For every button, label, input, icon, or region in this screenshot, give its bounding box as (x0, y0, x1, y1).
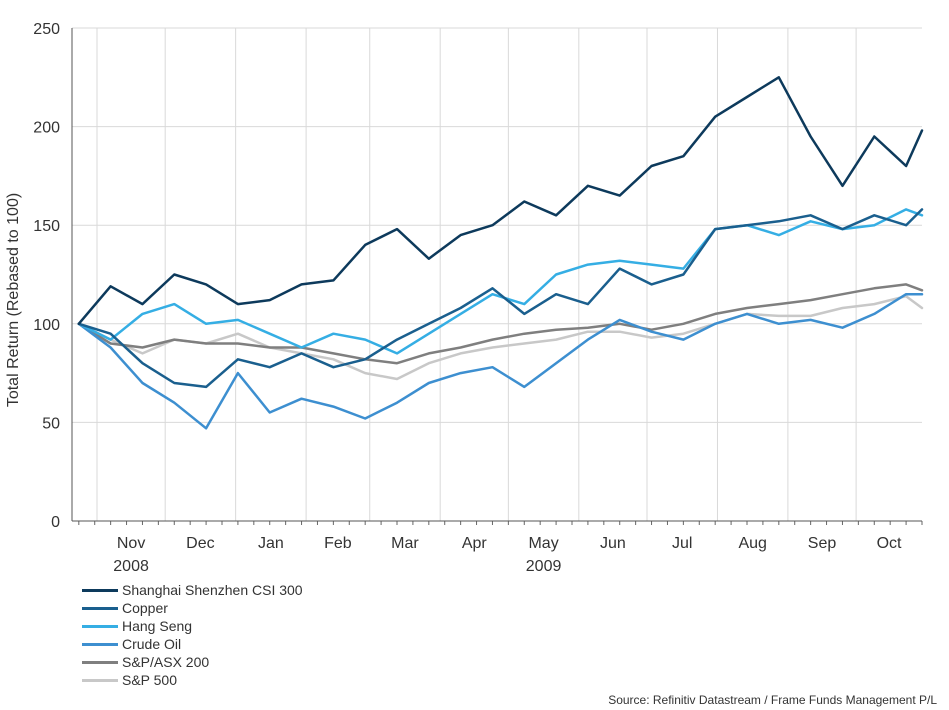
x-tick-label: Nov (117, 535, 145, 552)
legend-item: Copper (82, 599, 303, 617)
legend-swatch (82, 624, 118, 628)
x-tick-label: Jan (258, 535, 284, 552)
x-tick-label: Jun (600, 535, 626, 552)
y-tick-label: 150 (33, 218, 60, 235)
source-note: Source: Refinitiv Datastream / Frame Fun… (608, 693, 937, 707)
x-tick-label: Apr (462, 535, 488, 552)
year-label: 2008 (113, 558, 149, 575)
x-tick-label: Feb (324, 535, 352, 552)
series-line (77, 208, 924, 389)
legend-swatch (82, 678, 118, 682)
y-tick-label: 100 (33, 317, 60, 334)
legend: Shanghai Shenzhen CSI 300 Copper Hang Seng… (82, 581, 303, 689)
legend-item: S&P/ASX 200 (82, 653, 303, 671)
legend-label: Crude Oil (122, 636, 182, 652)
x-tick-label: Jul (672, 535, 692, 552)
y-tick-label: 200 (33, 120, 60, 137)
legend-label: S&P/ASX 200 (122, 654, 210, 670)
series-line (77, 76, 924, 326)
y-tick-label: 250 (33, 21, 60, 38)
y-tick-label: 50 (42, 415, 60, 432)
series-line (77, 294, 924, 381)
x-tick-label: Mar (391, 535, 419, 552)
year-label: 2009 (526, 558, 562, 575)
legend-label: S&P 500 (122, 672, 178, 688)
series (77, 76, 924, 430)
x-tick-label: Oct (877, 535, 902, 552)
series-line (77, 208, 924, 355)
x-tick-label: May (528, 535, 558, 552)
series-line (77, 292, 924, 430)
legend-label: Shanghai Shenzhen CSI 300 (122, 582, 303, 598)
legend-item: Shanghai Shenzhen CSI 300 (82, 581, 303, 599)
legend-label: Hang Seng (122, 618, 193, 634)
legend-item: Crude Oil (82, 635, 303, 653)
x-tick-label: Sep (808, 535, 837, 552)
legend-item: S&P 500 (82, 671, 303, 689)
x-tick-label: Dec (186, 535, 214, 552)
legend-swatch (82, 642, 118, 646)
legend-label: Copper (122, 600, 168, 616)
legend-swatch (82, 606, 118, 610)
series-line (77, 283, 924, 365)
legend-swatch (82, 588, 118, 592)
y-axis-title: Total Return (Rebased to 100) (5, 193, 22, 407)
axes: 0 50 100 150 200 250 Nov Dec Jan Feb Mar Apr May Jun J… (33, 21, 923, 575)
y-tick-label: 0 (51, 514, 60, 531)
legend-item: Hang Seng (82, 617, 303, 635)
x-tick-label: Aug (738, 535, 766, 552)
legend-swatch (82, 660, 118, 664)
grid (72, 27, 922, 522)
